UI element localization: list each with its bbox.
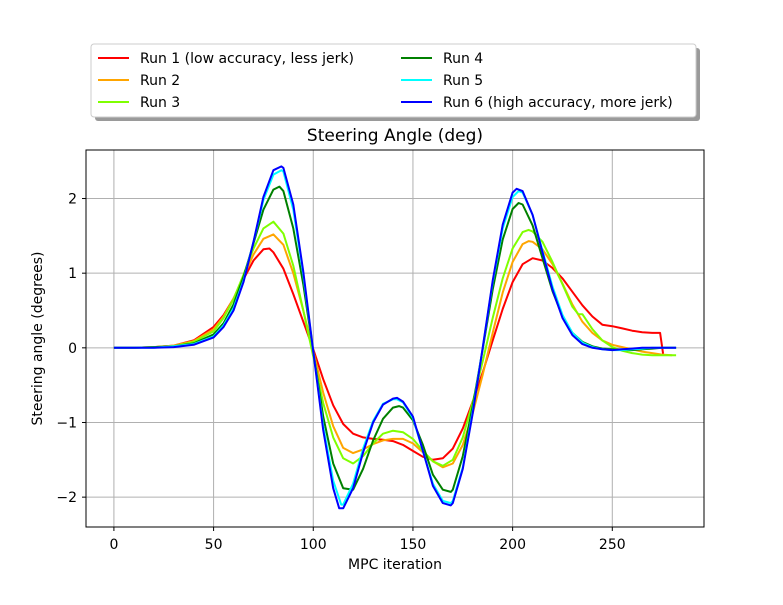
y-tick-label: −2 <box>56 490 77 506</box>
y-tick-label: 2 <box>68 192 77 208</box>
y-tick-label: −1 <box>56 415 77 431</box>
series-line-run-1 <box>113 247 665 461</box>
legend-box <box>90 43 697 118</box>
x-axis-title: MPC iteration <box>348 557 442 573</box>
legend-label-run-5: Run 5 <box>443 73 483 89</box>
x-tick-label: 250 <box>599 537 626 553</box>
series-layer <box>113 165 677 510</box>
x-tick-label: 0 <box>109 537 118 553</box>
legend-label-run-1: Run 1 (low accuracy, less jerk) <box>140 51 354 67</box>
y-tick-label: 1 <box>68 266 77 282</box>
series-line-run-3 <box>113 220 677 467</box>
ticks: 0 50 100 150 200 250 −2 −1 0 1 2 <box>56 192 625 553</box>
y-tick-label: 0 <box>68 341 77 357</box>
grid <box>86 150 704 527</box>
legend-label-run-6: Run 6 (high accuracy, more jerk) <box>443 95 673 111</box>
legend: Run 1 (low accuracy, less jerk) Run 2 Run … <box>90 43 700 121</box>
legend-label-run-2: Run 2 <box>140 73 180 89</box>
legend-label-run-4: Run 4 <box>443 51 483 67</box>
series-line-run-2 <box>113 233 673 469</box>
x-tick-label: 100 <box>300 537 327 553</box>
x-tick-label: 150 <box>400 537 427 553</box>
x-tick-label: 50 <box>205 537 223 553</box>
chart-title: Steering Angle (deg) <box>307 126 483 146</box>
legend-label-run-3: Run 3 <box>140 95 180 111</box>
x-tick-label: 200 <box>499 537 526 553</box>
series-line-run-6 <box>113 165 677 510</box>
y-axis-title: Steering angle (degrees) <box>30 251 46 425</box>
plot-frame <box>85 149 705 528</box>
